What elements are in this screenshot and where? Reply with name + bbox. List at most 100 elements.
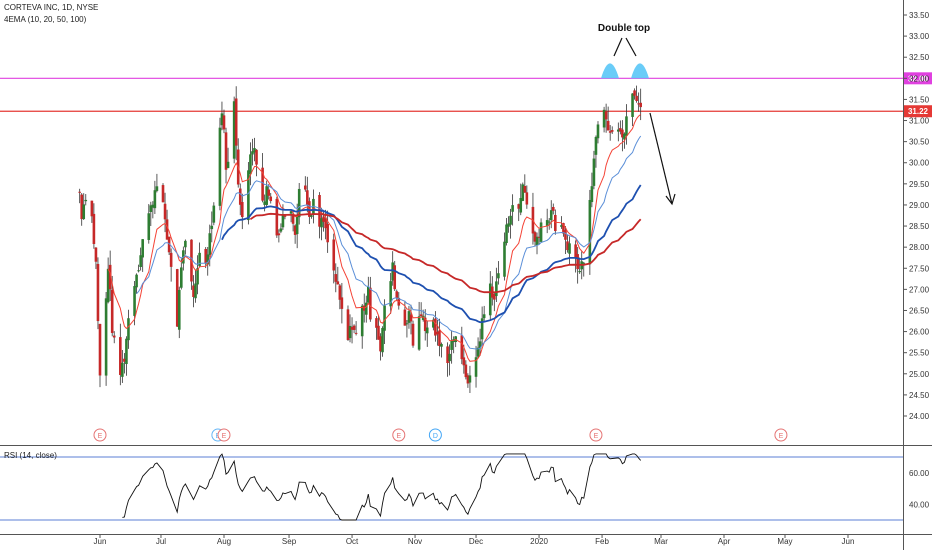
candle-body bbox=[84, 199, 88, 202]
candle-body bbox=[425, 327, 429, 334]
candle-body bbox=[537, 236, 541, 238]
price-tick-label: 32.00 bbox=[909, 74, 930, 83]
event-marker-label: E bbox=[594, 433, 599, 440]
rsi-panel: 40.00 60.00 bbox=[0, 453, 930, 521]
candle-body bbox=[320, 218, 323, 228]
event-marker-label: D bbox=[433, 433, 438, 440]
candle-body bbox=[297, 188, 301, 218]
candle-body bbox=[177, 289, 181, 330]
candle-body bbox=[324, 218, 327, 229]
candle-body bbox=[135, 274, 138, 288]
candle-body bbox=[206, 254, 210, 265]
candle-body bbox=[582, 262, 586, 264]
rsi-label: RSI (14, close) bbox=[4, 451, 57, 460]
candle-body bbox=[438, 330, 441, 346]
candle-body bbox=[423, 317, 427, 332]
candle-body bbox=[194, 283, 197, 299]
candle-body bbox=[151, 204, 155, 208]
candle-body bbox=[125, 338, 128, 365]
candle-body bbox=[564, 230, 567, 240]
candle-body bbox=[161, 185, 165, 203]
candle-body bbox=[635, 95, 638, 102]
candle-body bbox=[265, 186, 268, 205]
price-tick-label: 28.00 bbox=[909, 243, 930, 252]
candle-body bbox=[303, 185, 307, 190]
candle-body bbox=[289, 211, 293, 214]
candle-body bbox=[493, 294, 496, 300]
price-tick-label: 26.50 bbox=[909, 306, 930, 315]
candle-body bbox=[505, 224, 508, 244]
candle-body bbox=[340, 297, 344, 309]
double-top-peak bbox=[601, 63, 619, 79]
candle-body bbox=[334, 274, 338, 282]
candle-body bbox=[476, 347, 480, 357]
candle-body bbox=[604, 111, 608, 120]
candle-body bbox=[381, 328, 384, 353]
event-marker bbox=[428, 428, 442, 442]
candle-body bbox=[594, 136, 598, 155]
candle-body bbox=[293, 225, 297, 235]
price-tick-label: 24.50 bbox=[909, 391, 930, 400]
candle-body bbox=[346, 309, 350, 340]
candle-body bbox=[234, 98, 238, 146]
candle-body bbox=[82, 204, 86, 220]
double-top-peak bbox=[631, 63, 649, 79]
candle-body bbox=[434, 318, 437, 336]
candle-body bbox=[621, 129, 624, 138]
time-tick-label: Oct bbox=[346, 537, 359, 546]
time-tick-label: Jun bbox=[842, 537, 855, 546]
candle-body bbox=[488, 283, 492, 316]
candle-body bbox=[625, 116, 628, 136]
candle-body bbox=[440, 343, 443, 347]
price-tick-label: 32.50 bbox=[909, 53, 930, 62]
candle-body bbox=[350, 327, 354, 330]
candle-body bbox=[590, 186, 594, 203]
candle-body bbox=[238, 188, 242, 205]
candle-body bbox=[210, 225, 214, 230]
candle-body bbox=[90, 200, 94, 217]
candle-body bbox=[110, 289, 114, 333]
candle-body bbox=[163, 203, 167, 220]
time-tick-label: Dec bbox=[469, 537, 483, 546]
price-tick-label: 28.50 bbox=[909, 222, 930, 231]
time-tick-label: May bbox=[777, 537, 792, 546]
time-tick-label: Apr bbox=[718, 537, 731, 546]
candle-body bbox=[96, 263, 100, 322]
ema-line-EMA50 bbox=[221, 184, 642, 324]
price-tick-label: 27.50 bbox=[909, 264, 930, 273]
candle-body bbox=[389, 281, 392, 307]
candle-body bbox=[623, 133, 626, 140]
price-tick-label: 24.00 bbox=[909, 412, 930, 421]
candle-body bbox=[403, 309, 407, 326]
candle-body bbox=[509, 215, 512, 225]
candle-body bbox=[464, 364, 468, 378]
double-top-annotation: Double top bbox=[598, 23, 676, 206]
candle-body bbox=[92, 213, 96, 245]
time-tick-label: Mar bbox=[654, 537, 668, 546]
candle-body bbox=[220, 113, 224, 126]
candle-body bbox=[147, 213, 151, 240]
event-marker-label: E bbox=[396, 433, 401, 440]
ema-lines bbox=[107, 114, 642, 362]
candle-body bbox=[610, 130, 614, 132]
candle-body bbox=[377, 325, 380, 340]
event-marker-label: E bbox=[98, 433, 103, 440]
price-tick-label: 25.50 bbox=[909, 349, 930, 358]
candle-body bbox=[409, 314, 413, 322]
candle-body bbox=[602, 109, 606, 128]
price-tick-label: 33.00 bbox=[909, 32, 930, 41]
candle-body bbox=[551, 207, 555, 211]
candle-body bbox=[192, 285, 195, 298]
candle-body bbox=[405, 323, 409, 325]
price-tick-label: 30.00 bbox=[909, 159, 930, 168]
time-tick-label: Aug bbox=[217, 537, 231, 546]
indicator-legend: 4EMA (10, 20, 50, 100) bbox=[4, 15, 87, 24]
candle-body bbox=[533, 232, 537, 242]
price-tick-label: 29.50 bbox=[909, 180, 930, 189]
candle-body bbox=[123, 358, 126, 362]
double-top-label: Double top bbox=[598, 23, 650, 34]
candle-body bbox=[466, 375, 470, 384]
candle-body bbox=[310, 215, 313, 217]
candle-body bbox=[562, 223, 565, 234]
